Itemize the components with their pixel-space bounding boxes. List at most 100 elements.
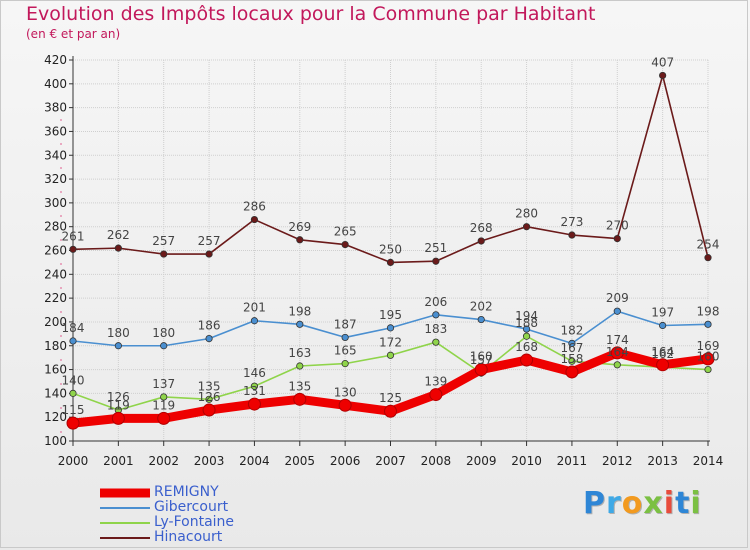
data-label-ly-fontaine-2009: 157	[470, 353, 493, 367]
x-tick-label-1: 2001	[103, 454, 134, 468]
data-label-hinacourt-2000: 261	[62, 229, 85, 243]
proxiti-logo: Proxiti	[583, 486, 702, 521]
point-remigny-2013	[656, 358, 670, 372]
data-label-gibercourt-2003: 186	[198, 319, 221, 333]
x-tick-label-9: 2009	[466, 454, 497, 468]
data-label-ly-fontaine-2012: 164	[606, 345, 629, 359]
point-hinacourt-2007	[386, 258, 395, 267]
x-tick-label-11: 2011	[557, 454, 588, 468]
legend-label-ly-fontaine: Ly-Fontaine	[154, 514, 235, 530]
data-label-gibercourt-2002: 180	[152, 326, 175, 340]
y-tick-label-10: 300	[44, 196, 67, 210]
data-label-remigny-2008: 139	[424, 375, 447, 389]
point-gibercourt-2006	[341, 333, 349, 342]
point-gibercourt-2002	[160, 342, 168, 350]
logo-letter-6: i	[690, 486, 702, 521]
data-label-ly-fontaine-2005: 163	[288, 346, 311, 360]
x-tick-label-8: 2008	[421, 454, 452, 468]
data-label-remigny-2003: 126	[198, 390, 221, 404]
point-ly-fontaine-2008	[432, 338, 440, 346]
point-hinacourt-2011	[568, 231, 576, 239]
data-label-hinacourt-2014: 254	[697, 238, 720, 252]
point-remigny-2000	[66, 416, 80, 430]
y-tick-label-9: 280	[44, 220, 67, 234]
y-tick-label-3: 160	[44, 363, 67, 377]
y-tick-label-4: 180	[44, 339, 67, 353]
point-remigny-2002	[157, 411, 171, 425]
point-gibercourt-2007	[386, 324, 395, 332]
point-gibercourt-2004	[250, 317, 259, 325]
point-ly-fontaine-2006	[341, 360, 349, 368]
data-label-hinacourt-2002: 257	[152, 234, 175, 248]
point-hinacourt-2001	[114, 244, 122, 252]
x-tick-label-10: 2010	[511, 454, 542, 468]
point-hinacourt-2012	[613, 234, 621, 243]
y-tick-label-1: 120	[44, 410, 67, 424]
data-label-remigny-2004: 131	[243, 384, 266, 398]
data-label-remigny-2005: 135	[288, 379, 311, 393]
logo-letter-0: P	[583, 486, 606, 521]
data-label-gibercourt-2007: 195	[379, 308, 402, 322]
point-remigny-2006	[338, 398, 352, 412]
point-remigny-2005	[293, 392, 307, 406]
data-label-ly-fontaine-2011: 167	[560, 341, 583, 355]
y-tick-label-15: 400	[44, 77, 67, 91]
point-gibercourt-2001	[114, 342, 122, 350]
data-label-gibercourt-2005: 198	[288, 304, 311, 318]
point-hinacourt-2008	[432, 257, 440, 265]
y-tick-label-5: 200	[44, 315, 67, 329]
chart-axes: 1001201401601802002202402602803003203403…	[44, 53, 723, 468]
point-ly-fontaine-2010	[522, 332, 531, 340]
point-ly-fontaine-2004	[250, 382, 259, 390]
data-label-gibercourt-2001: 180	[107, 326, 130, 340]
chart-data-labels: 261 262 257 257 286 269 265 250 251 268 280 273 270 4…	[62, 55, 720, 417]
x-tick-label-7: 2007	[375, 454, 406, 468]
data-label-remigny-2001: 119	[107, 398, 130, 412]
point-remigny-2001	[111, 411, 125, 425]
logo-letter-5: t	[675, 486, 691, 521]
legend-swatch-gibercourt	[100, 506, 150, 509]
point-hinacourt-2000	[69, 245, 77, 253]
data-label-gibercourt-2012: 209	[606, 291, 629, 305]
point-gibercourt-2003	[205, 335, 213, 343]
point-gibercourt-2012	[613, 307, 621, 315]
logo-letter-2: o	[621, 486, 644, 521]
legend-label-remigny: REMIGNY	[154, 484, 219, 500]
legend-swatch-ly-fontaine	[100, 521, 150, 524]
data-label-hinacourt-2012: 270	[606, 219, 629, 233]
y-tick-label-13: 360	[44, 124, 67, 138]
point-hinacourt-2004	[250, 215, 259, 224]
point-gibercourt-2009	[477, 315, 485, 324]
x-tick-label-14: 2014	[693, 454, 724, 468]
data-label-ly-fontaine-2001: 126	[107, 390, 130, 404]
x-tick-label-6: 2006	[330, 454, 361, 468]
data-label-remigny-2000: 115	[62, 403, 85, 417]
point-remigny-2008	[429, 388, 443, 402]
point-gibercourt-2013	[659, 321, 667, 330]
point-ly-fontaine-2005	[296, 362, 304, 370]
y-tick-label-7: 240	[44, 267, 67, 281]
y-tick-label-16: 420	[44, 53, 67, 67]
data-label-ly-fontaine-2007: 172	[379, 335, 402, 349]
data-label-ly-fontaine-2008: 183	[424, 322, 447, 336]
point-gibercourt-2000	[69, 337, 77, 345]
x-tick-label-4: 2004	[239, 454, 270, 468]
y-tick-label-12: 340	[44, 148, 67, 162]
point-ly-fontaine-2003	[205, 395, 213, 403]
point-ly-fontaine-2014	[704, 365, 712, 374]
data-label-ly-fontaine-2010: 188	[515, 316, 538, 330]
logo-letter-1: r	[606, 486, 622, 521]
x-tick-label-5: 2005	[285, 454, 316, 468]
point-hinacourt-2009	[477, 237, 485, 245]
data-label-hinacourt-2009: 268	[470, 221, 493, 235]
point-hinacourt-2003	[205, 250, 213, 258]
point-gibercourt-2014	[704, 320, 712, 328]
data-label-gibercourt-2014: 198	[697, 304, 720, 318]
point-ly-fontaine-2011	[568, 357, 576, 365]
point-gibercourt-2008	[432, 311, 440, 319]
point-hinacourt-2005	[296, 236, 304, 244]
point-remigny-2007	[384, 404, 397, 418]
logo-letter-3: x	[643, 486, 664, 521]
legend-label-hinacourt: Hinacourt	[154, 529, 223, 545]
